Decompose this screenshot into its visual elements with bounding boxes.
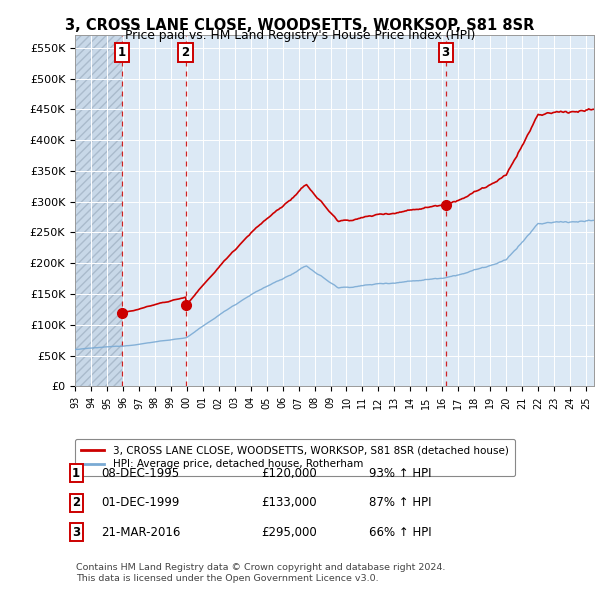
Text: 08-DEC-1995: 08-DEC-1995 <box>101 467 179 480</box>
Text: 3, CROSS LANE CLOSE, WOODSETTS, WORKSOP, S81 8SR: 3, CROSS LANE CLOSE, WOODSETTS, WORKSOP,… <box>65 18 535 32</box>
Text: 93% ↑ HPI: 93% ↑ HPI <box>369 467 431 480</box>
Text: 3: 3 <box>72 526 80 539</box>
Text: Price paid vs. HM Land Registry's House Price Index (HPI): Price paid vs. HM Land Registry's House … <box>125 30 475 42</box>
Text: 01-DEC-1999: 01-DEC-1999 <box>101 496 179 509</box>
Text: Contains HM Land Registry data © Crown copyright and database right 2024.
This d: Contains HM Land Registry data © Crown c… <box>76 563 446 583</box>
Text: 1: 1 <box>72 467 80 480</box>
Text: 3: 3 <box>442 46 450 59</box>
Text: 87% ↑ HPI: 87% ↑ HPI <box>369 496 431 509</box>
Text: £295,000: £295,000 <box>261 526 317 539</box>
Text: 66% ↑ HPI: 66% ↑ HPI <box>369 526 431 539</box>
Legend: 3, CROSS LANE CLOSE, WOODSETTS, WORKSOP, S81 8SR (detached house), HPI: Average : 3, CROSS LANE CLOSE, WOODSETTS, WORKSOP,… <box>75 439 515 476</box>
Text: £120,000: £120,000 <box>261 467 317 480</box>
Text: 2: 2 <box>72 496 80 509</box>
Text: 2: 2 <box>181 46 190 59</box>
Text: 21-MAR-2016: 21-MAR-2016 <box>101 526 180 539</box>
Text: £133,000: £133,000 <box>261 496 317 509</box>
Text: 1: 1 <box>118 46 125 59</box>
